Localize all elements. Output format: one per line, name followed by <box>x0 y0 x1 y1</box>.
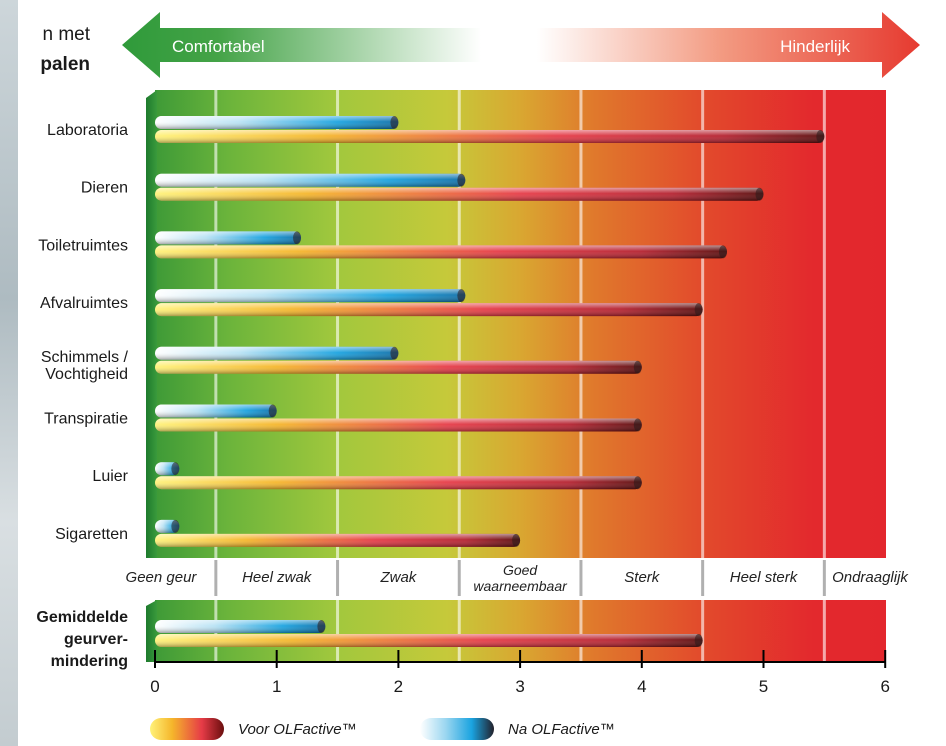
category-labels: Laboratoria Dieren Toiletruimtes Afvalruimt… <box>38 122 128 543</box>
scale-label: Heel sterk <box>730 569 799 586</box>
plot-left-edge <box>146 90 157 566</box>
x-tick-label: 3 <box>515 677 524 696</box>
x-tick-label: 4 <box>637 677 646 696</box>
bar-after-shine <box>155 116 399 129</box>
legend-label-after: Na OLFactive™ <box>508 720 615 738</box>
summary-label-line: Gemiddelde <box>36 609 128 626</box>
summary-zone-dividers <box>214 600 826 662</box>
background-photo-strip <box>0 0 18 746</box>
legend-item-before: Voor OLFactive™ <box>150 712 357 746</box>
bar-after-cap <box>268 404 277 418</box>
legend-swatch-before <box>150 718 224 740</box>
bar-before-shine <box>155 418 642 432</box>
category-label: Sigaretten <box>55 526 128 543</box>
scale-label: Ondraaglijk <box>832 569 909 586</box>
category-label: Afvalruimtes <box>40 295 128 312</box>
scale-label: Geen geur <box>126 569 198 586</box>
bar-before-shine <box>155 476 642 490</box>
summary-bar-after-shine <box>155 620 326 633</box>
summary-bar-before-cap <box>694 634 703 647</box>
comfort-arrow <box>122 12 920 78</box>
bar-after-shine <box>155 404 277 418</box>
bar-after-cap <box>171 519 180 533</box>
summary-bar-before-shine <box>155 634 703 647</box>
x-tick-label: 6 <box>880 677 889 696</box>
scale-label: waarneembaar <box>473 578 568 594</box>
category-label: Transpiratie <box>44 411 128 428</box>
x-tick-label: 1 <box>272 677 281 696</box>
summary-bars <box>155 620 703 647</box>
scale-label: Sterk <box>624 569 661 586</box>
bar-after-shine <box>155 173 466 187</box>
x-axis-ticks: 0 1 2 3 4 5 6 <box>150 650 890 696</box>
bar-before-shine <box>155 245 727 259</box>
bar-after-cap <box>457 289 466 303</box>
header-line-1: n met <box>42 24 90 45</box>
bar-after-shine <box>155 231 302 245</box>
legend-item-after: Na OLFactive™ <box>420 712 615 746</box>
bar-after-cap <box>293 231 302 245</box>
scale-label: Goed <box>503 562 538 578</box>
legend-label-before: Voor OLFactive™ <box>238 720 357 738</box>
bar-before-shine <box>155 303 703 317</box>
summary-label-line: mindering <box>51 653 128 670</box>
bar-before-shine <box>155 130 825 143</box>
bar-after-shine <box>155 346 399 360</box>
bar-before-cap <box>633 360 642 374</box>
bar-before-cap <box>694 303 703 317</box>
bar-after-cap <box>457 173 466 187</box>
scale-label: Heel zwak <box>242 569 313 586</box>
arrow-right-label: Hinderlijk <box>780 37 850 56</box>
scale-band <box>146 558 886 598</box>
bar-before-cap <box>755 187 764 201</box>
x-tick-label: 5 <box>759 677 768 696</box>
summary-label-line: geurver- <box>64 631 128 648</box>
bar-before-cap <box>718 245 727 259</box>
bars <box>155 116 825 547</box>
bar-after-cap <box>390 346 399 360</box>
bar-after-cap <box>390 116 399 129</box>
summary-bar-after-cap <box>317 620 326 633</box>
bar-before-cap <box>633 476 642 490</box>
category-label: Schimmels / <box>41 349 129 366</box>
bar-before-cap <box>512 533 521 547</box>
header-text: n met palen <box>0 20 90 80</box>
bar-before-shine <box>155 360 642 374</box>
bar-before-shine <box>155 187 764 201</box>
category-label: Toiletruimtes <box>38 237 128 254</box>
category-label: Laboratoria <box>47 122 128 139</box>
x-tick-label: 2 <box>394 677 403 696</box>
bar-after-cap <box>171 462 180 476</box>
legend-swatch-after <box>420 718 494 740</box>
summary-label: Gemiddelde geurver-mindering <box>36 609 128 670</box>
category-label: Dieren <box>81 180 128 197</box>
category-label: Vochtigheid <box>45 366 128 383</box>
x-tick-label: 0 <box>150 677 159 696</box>
bar-before-shine <box>155 533 521 547</box>
scale-label: Zwak <box>379 569 417 586</box>
bar-before-cap <box>633 418 642 432</box>
arrow-left-label: Comfortabel <box>172 37 265 56</box>
bar-after-shine <box>155 289 466 303</box>
category-label: Luier <box>92 468 128 485</box>
summary-left-edge <box>146 600 157 662</box>
header-line-2: palen <box>40 54 90 75</box>
bar-before-cap <box>816 130 825 143</box>
